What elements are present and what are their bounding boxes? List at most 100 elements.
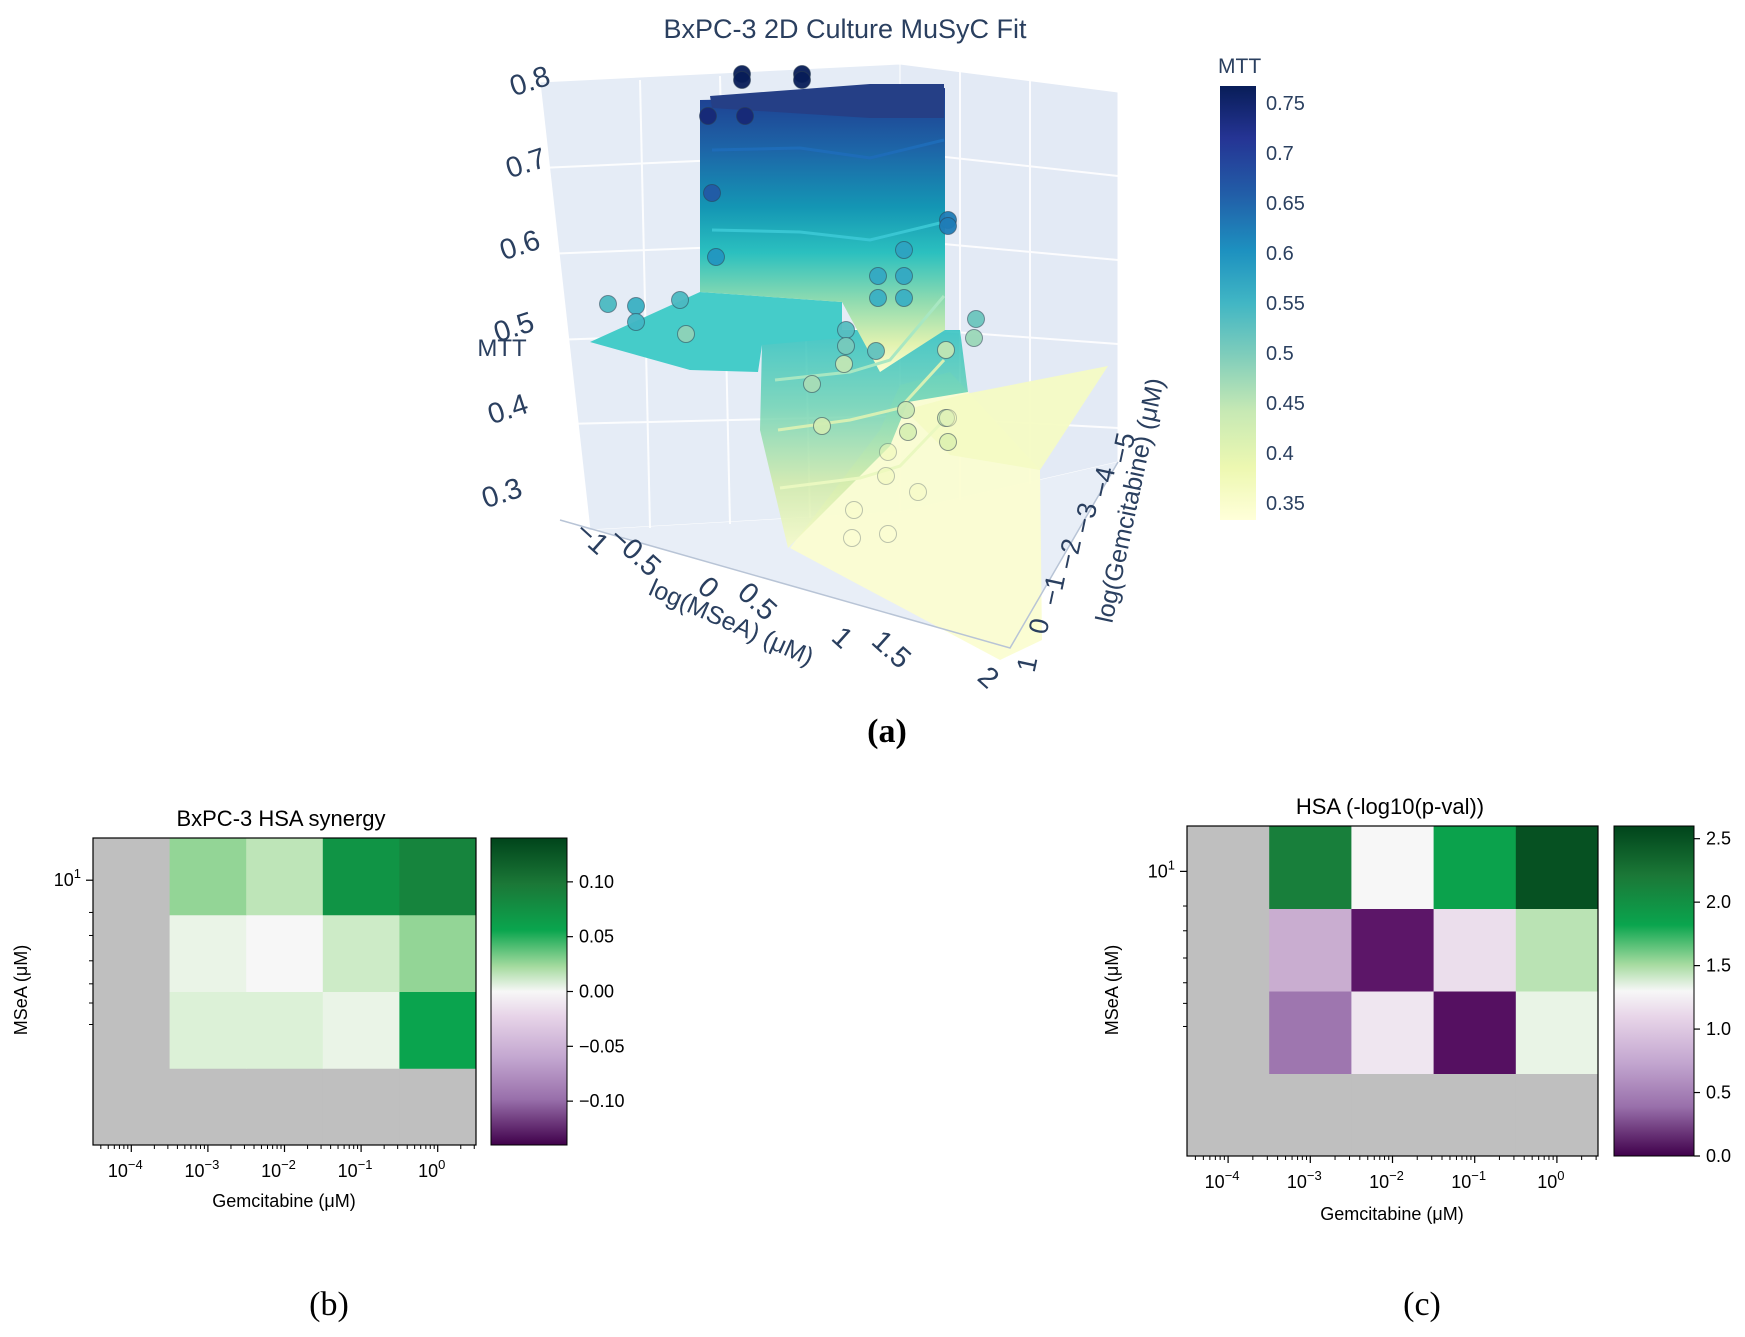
heatmap-b-ylabel: MSeA (μM) — [11, 945, 31, 1035]
heatmap-b-colorbar — [490, 837, 568, 1146]
panel-b-heatmap: BxPC-3 HSA synergy 10−4 10−3 10−2 10−1 100 1… — [11, 806, 625, 1323]
heatmap-cell — [1515, 908, 1599, 992]
heatmap-cell — [1515, 826, 1599, 909]
heatmap-cell — [322, 1068, 400, 1146]
heatmap-cell — [93, 991, 171, 1069]
data-point — [845, 501, 863, 519]
heatmap-cell — [246, 1068, 324, 1146]
x-tick-label: 100 — [1537, 1168, 1564, 1192]
data-point — [897, 401, 915, 419]
z-tick-label: 0.4 — [484, 388, 532, 431]
x-tick-label: 10−2 — [261, 1157, 296, 1181]
data-point — [599, 295, 617, 313]
data-point — [939, 433, 957, 451]
colorbar-tick-label: 0.00 — [579, 982, 614, 1002]
data-point — [703, 184, 721, 202]
surface-left-plateau — [590, 292, 842, 372]
heatmap-cell — [1433, 991, 1517, 1074]
heatmap-cell — [1187, 991, 1270, 1074]
colorbar-tick-label: 0.05 — [579, 927, 614, 947]
heatmap-cell — [1269, 1073, 1352, 1157]
data-point — [895, 289, 913, 307]
axis-box-3d — [559, 461, 1119, 649]
colorbar-title: MTT — [1218, 55, 1261, 78]
data-point — [899, 423, 917, 441]
data-point — [699, 107, 717, 125]
heatmap-c-ylabel: MSeA (μM) — [1102, 945, 1122, 1035]
z-tick-label: 0.3 — [478, 472, 526, 515]
y-axis-ticks: −5−4−3−2−1 0 1 — [1011, 430, 1141, 675]
data-point — [939, 217, 957, 235]
colorbar-tick-label: 2.0 — [1706, 892, 1731, 912]
heatmap-cell — [399, 1068, 477, 1146]
colorbar-3d-tick: 0.5 — [1266, 343, 1294, 365]
x-tick-label: 10−4 — [1205, 1168, 1240, 1192]
heatmap-c-colorbar-ticks: 2.5 2.0 1.5 1.0 0.5 0.0 — [1694, 829, 1731, 1166]
colorbar-tick-label: 1.5 — [1706, 956, 1731, 976]
heatmap-cell — [1269, 826, 1352, 909]
data-points-3d — [599, 65, 985, 547]
heatmap-cell — [1187, 1073, 1270, 1157]
colorbar-3d-tick: 0.35 — [1266, 493, 1305, 515]
surface-top-cap — [710, 84, 944, 118]
colorbar-3d-tick: 0.75 — [1266, 93, 1305, 115]
heatmap-cell — [169, 991, 247, 1069]
heatmap-cell — [399, 914, 477, 992]
data-point — [909, 483, 927, 501]
data-point — [793, 71, 811, 89]
x-axis-label: log(MSeA) (μM) — [645, 574, 818, 672]
y-tick-label: −4 — [1085, 464, 1121, 500]
data-point — [843, 529, 861, 547]
heatmap-cell — [1351, 991, 1435, 1074]
colorbar-tick-label: 2.5 — [1706, 829, 1731, 849]
data-point — [677, 325, 695, 343]
heatmap-c-colorbar — [1613, 825, 1695, 1157]
panel-b-title: BxPC-3 HSA synergy — [176, 806, 385, 831]
heatmap-cell — [1351, 908, 1435, 992]
y-tick-label: 1 — [1011, 654, 1043, 675]
heatmap-c-cells — [1187, 826, 1599, 1157]
heatmap-cell — [1269, 908, 1352, 992]
y-tick-label: 0 — [1023, 616, 1055, 637]
colorbar-tick-label: 0.0 — [1706, 1146, 1731, 1166]
colorbar-3d-tick: 0.55 — [1266, 293, 1305, 315]
heatmap-cell — [93, 838, 171, 916]
colorbar-tick-label: 0.10 — [579, 872, 614, 892]
colorbar-tick-label: −0.10 — [579, 1091, 625, 1111]
panel-c-heatmap: HSA (-log10(p-val)) 10−4 10−3 10−2 10−1 100 … — [1102, 794, 1731, 1323]
data-point — [835, 355, 853, 373]
y-tick-label: −1 — [1035, 572, 1071, 608]
heatmap-b-x-ticks: 10−4 10−3 10−2 10−1 100 — [100, 1145, 475, 1181]
x-tick-label: 100 — [418, 1157, 445, 1181]
heatmap-cell — [169, 838, 247, 916]
heatmap-cell — [399, 991, 477, 1069]
colorbar-tick-label: 1.0 — [1706, 1019, 1731, 1039]
heatmap-cell — [1187, 908, 1270, 992]
z-axis-label: MTT — [477, 335, 527, 362]
z-tick-label: 0.6 — [496, 224, 544, 267]
data-point — [627, 313, 645, 331]
y-tick-label: 101 — [1148, 857, 1175, 881]
heatmap-cell — [1515, 991, 1599, 1074]
heatmap-cell — [1187, 826, 1270, 909]
data-point — [837, 337, 855, 355]
y-tick-label: −3 — [1067, 500, 1103, 536]
heatmap-cell — [246, 991, 324, 1069]
data-point — [965, 329, 983, 347]
colorbar-3d-tick: 0.65 — [1266, 193, 1305, 215]
data-point — [869, 267, 887, 285]
data-point — [967, 310, 985, 328]
heatmap-cell — [1433, 1073, 1517, 1157]
heatmap-cell — [93, 1068, 171, 1146]
data-point — [867, 342, 885, 360]
heatmap-b-cells — [93, 838, 477, 1146]
heatmap-cell — [1351, 826, 1435, 909]
heatmap-cell — [1433, 908, 1517, 992]
data-point — [879, 443, 897, 461]
heatmap-cell — [1515, 1073, 1599, 1157]
x-tick-label: 10−1 — [338, 1157, 373, 1181]
x-tick-label: 10−1 — [1451, 1168, 1486, 1192]
data-point — [837, 321, 855, 339]
panel-label-b: (b) — [309, 1286, 349, 1323]
